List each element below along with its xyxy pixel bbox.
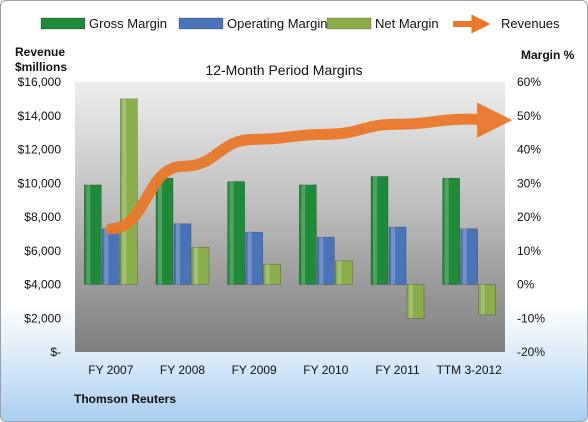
bar-gross-margin: [227, 181, 245, 285]
left-tick-label: $12,000: [18, 143, 62, 157]
left-tick-label: $10,000: [18, 176, 62, 190]
bar-net-margin: [478, 284, 496, 316]
left-tick-label: $6,000: [24, 244, 61, 258]
bar-gross-margin: [442, 177, 460, 285]
right-tick-label: -10%: [517, 311, 545, 325]
bars-layer: [84, 98, 496, 319]
bar-gross-margin: [299, 184, 317, 285]
bar-net-margin: [120, 98, 138, 285]
bar-highlight: [158, 178, 162, 285]
left-tick-label: $14,000: [18, 109, 62, 123]
left-tick-label: $-: [50, 345, 61, 359]
bar-operating-margin: [173, 223, 192, 285]
legend-label: Net Margin: [375, 16, 439, 31]
bar-operating-margin: [460, 228, 478, 285]
bar-highlight: [409, 284, 413, 319]
left-axis-ticks: $- $2,000 $4,000 $6,000 $8,000 $10,000 $12,000…: [18, 75, 62, 359]
bar-highlight: [104, 228, 109, 285]
x-tick-label: FY 2011: [375, 363, 420, 377]
x-tick-label: FY 2010: [303, 363, 348, 377]
left-tick-label: $4,000: [24, 278, 61, 292]
legend-label: Gross Margin: [89, 16, 167, 31]
right-tick-label: 10%: [517, 244, 541, 258]
right-tick-label: -20%: [517, 345, 545, 359]
right-tick-label: 20%: [517, 210, 541, 224]
right-tick-label: 60%: [517, 75, 541, 89]
bar-gross-margin: [84, 184, 102, 285]
bar-net-margin: [191, 247, 210, 285]
bar-highlight: [176, 223, 180, 285]
x-tick-label: FY 2008: [160, 363, 205, 377]
x-axis-ticks: FY 2007 FY 2008 FY 2009 FY 2010 FY 2011 TTM 3…: [88, 363, 502, 377]
bar-net-margin: [406, 284, 425, 319]
right-tick-label: 50%: [517, 109, 541, 123]
right-tick-label: 0%: [517, 278, 535, 292]
bar-highlight: [229, 181, 234, 285]
left-tick-label: $16,000: [18, 75, 62, 89]
legend-label: Operating Margin: [227, 16, 327, 31]
bar-highlight: [247, 232, 252, 285]
bar-highlight: [462, 228, 467, 285]
revenue-layer: [105, 102, 513, 235]
bar-operating-margin: [245, 231, 263, 285]
source-label: Thomson Reuters: [74, 392, 176, 406]
bar-gross-margin: [370, 176, 389, 285]
x-tick-label: TTM 3-2012: [436, 363, 502, 377]
bar-operating-margin: [317, 236, 335, 285]
bar-highlight: [122, 98, 127, 285]
bar-highlight: [319, 237, 324, 285]
left-tick-label: $8,000: [24, 210, 61, 224]
bar-highlight: [301, 184, 306, 285]
bar-net-margin: [263, 263, 281, 285]
legend-swatch-gross-margin: [40, 17, 86, 30]
left-axis-label-line2: $millions: [15, 60, 67, 74]
right-tick-label: 30%: [517, 176, 541, 190]
bar-highlight: [373, 176, 377, 285]
bar-highlight: [86, 184, 91, 285]
chart-title: 12-Month Period Margins: [205, 62, 362, 78]
left-axis-label-line1: Revenue: [15, 45, 65, 59]
left-tick-label: $2,000: [24, 311, 61, 325]
right-axis-ticks: -20% -10% 0% 10% 20% 30% 40% 50% 60%: [517, 75, 545, 359]
bar-highlight: [194, 247, 198, 285]
bar-highlight: [480, 284, 485, 315]
x-tick-label: FY 2009: [232, 363, 277, 377]
legend-label: Revenues: [501, 16, 560, 31]
legend-swatch-operating-margin: [178, 17, 224, 30]
bar-net-margin: [335, 260, 353, 285]
x-tick-label: FY 2007: [88, 363, 133, 377]
right-tick-label: 40%: [517, 143, 541, 157]
bar-highlight: [337, 260, 342, 285]
revenues-line: [105, 102, 513, 235]
bar-highlight: [265, 264, 270, 285]
bar-highlight: [444, 178, 449, 285]
bar-operating-margin: [388, 226, 407, 285]
bar-highlight: [391, 227, 395, 285]
legend: Gross Margin Operating Margin Net Margin Re…: [40, 14, 560, 34]
legend-swatch-net-margin: [326, 17, 372, 30]
right-axis-label: Margin %: [521, 48, 575, 62]
